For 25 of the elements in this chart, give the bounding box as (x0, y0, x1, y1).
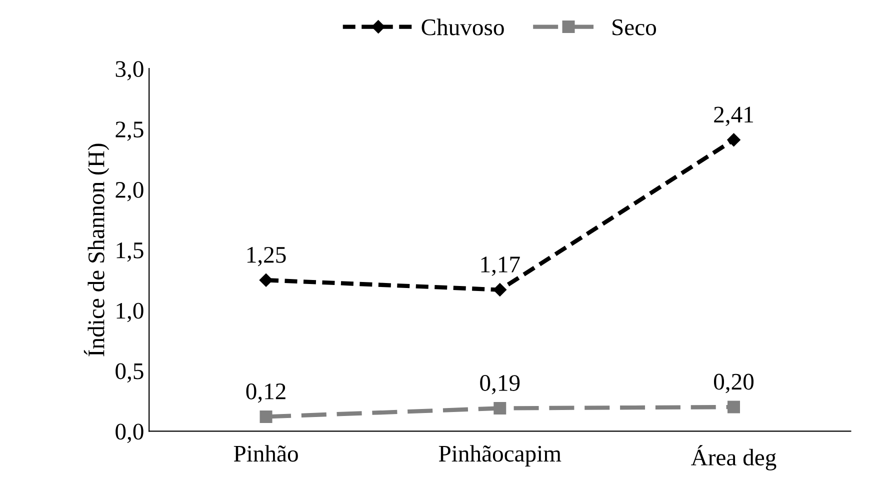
data-label: 0,19 (480, 375, 520, 394)
point (493, 283, 506, 296)
point (727, 133, 740, 146)
data-label: 2,41 (714, 106, 753, 126)
legend-label: Seco (612, 19, 656, 36)
x-tick-label: Pinhãocapim (438, 445, 562, 466)
x-tick-label: Pinhão (234, 445, 298, 462)
y-tick-label: 2,0 (116, 182, 144, 202)
point (259, 274, 273, 287)
y-tick-label: 1,0 (116, 302, 144, 322)
y-axis-title: Índice de Shannon (H) (84, 144, 110, 356)
point (728, 400, 740, 414)
y-tick-label: 0,5 (116, 363, 144, 383)
data-label: 1,25 (247, 246, 286, 266)
point (494, 402, 506, 414)
y-tick-label: 2,5 (116, 122, 144, 141)
point (260, 410, 272, 423)
y-tick-label: 3,0 (116, 61, 144, 80)
data-label: 0,20 (714, 374, 754, 394)
data-label: 1,17 (481, 256, 520, 276)
legend-label: Chuvoso (422, 18, 504, 36)
y-tick-label: 0,0 (116, 424, 144, 444)
y-tick-label: 1,5 (116, 242, 144, 262)
data-label: 0,12 (246, 383, 286, 403)
x-tick-label: Área deg (691, 445, 776, 470)
